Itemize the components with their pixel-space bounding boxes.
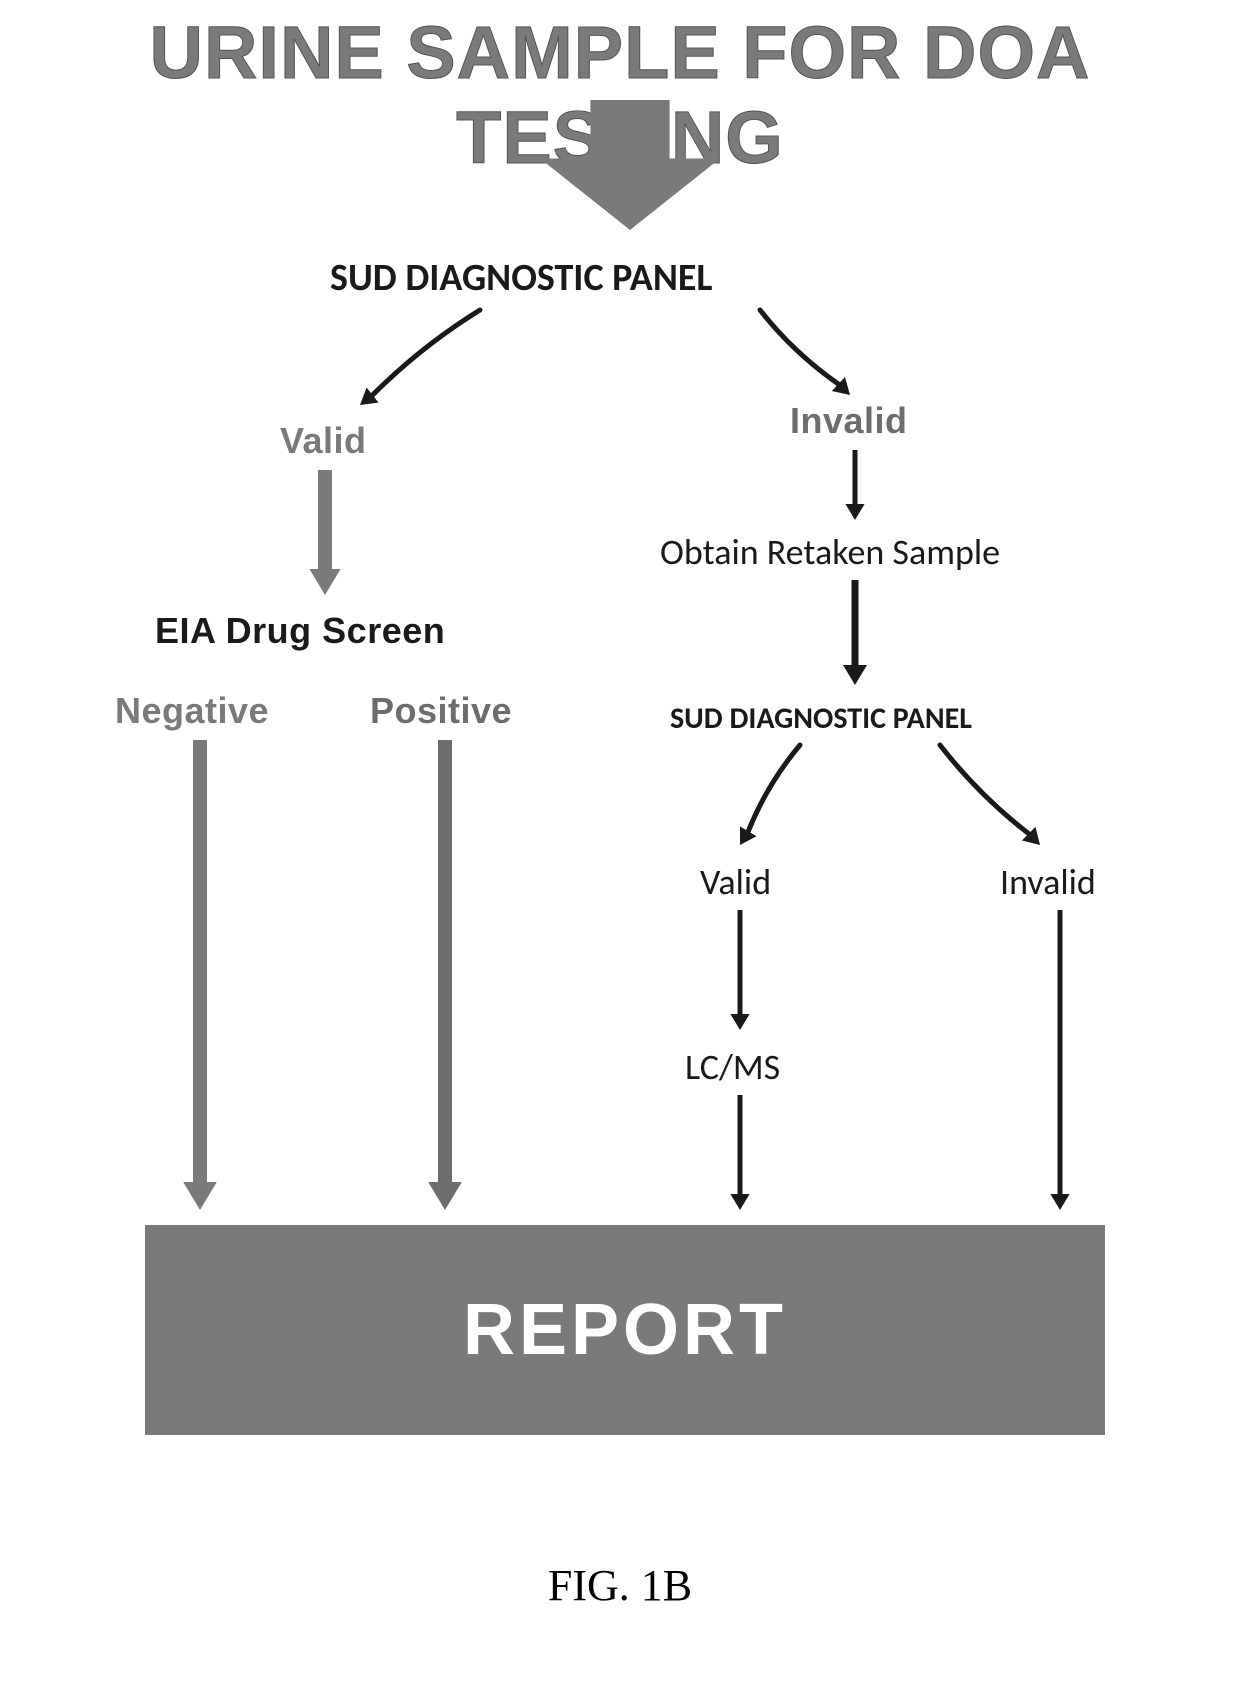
figure-label: FIG. 1B xyxy=(0,1560,1240,1611)
flowchart-arrows xyxy=(0,0,1240,1693)
